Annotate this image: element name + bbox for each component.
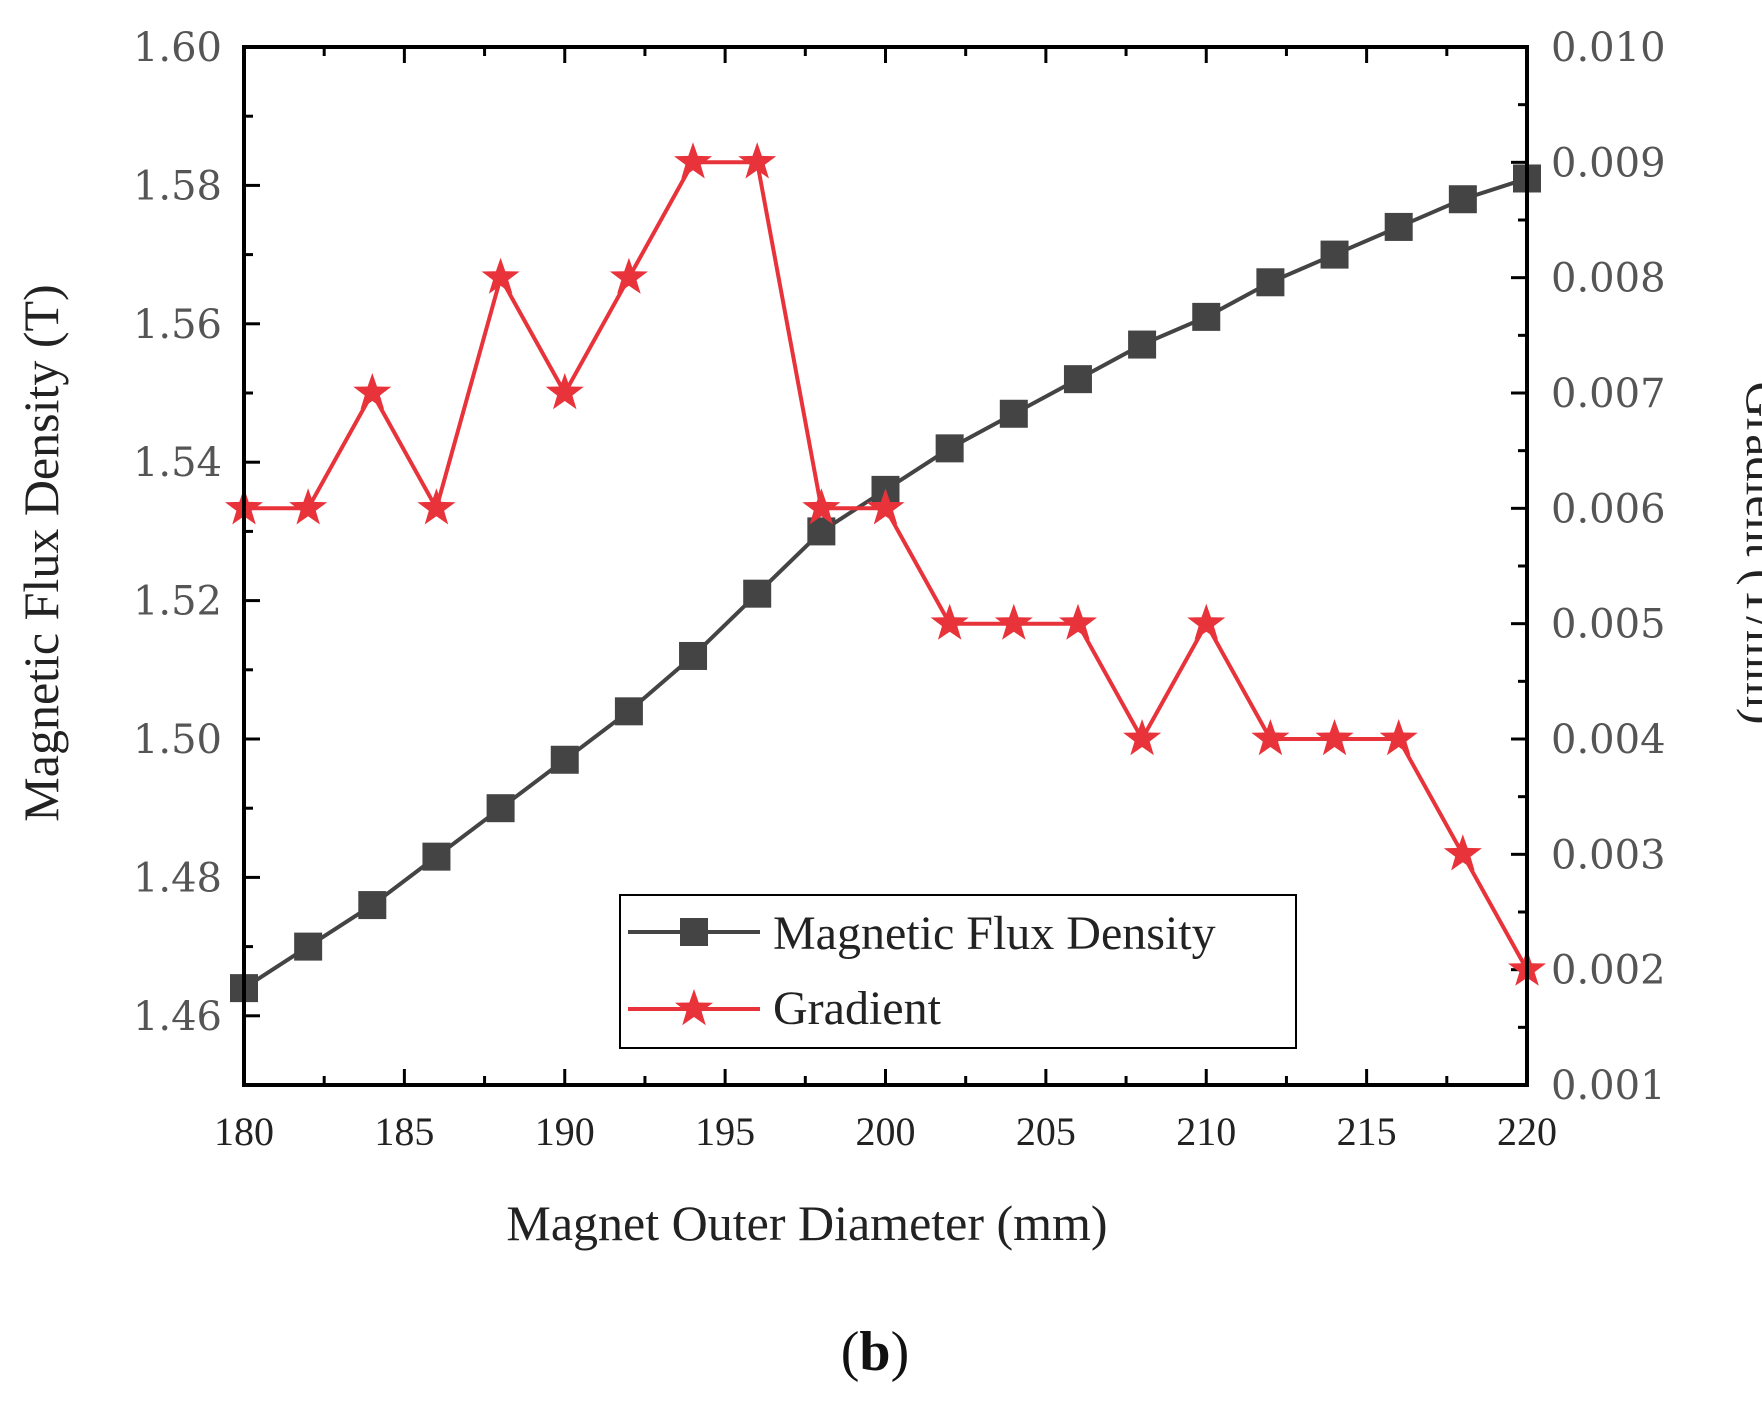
legend-marker-star [675,989,713,1026]
y-left-tick-label: 1.46 [133,994,222,1040]
y-right-tick-label: 0.002 [1551,948,1666,994]
series-layer [225,142,1546,1003]
y-right-tick-label: 0.007 [1551,371,1666,417]
y-right-tick-label: 0.010 [1551,25,1666,71]
data-point-star [481,257,520,294]
data-point-star [1379,719,1418,756]
data-point-square [1128,330,1157,359]
data-point-star [609,257,648,294]
data-point-square [1063,365,1092,394]
data-point-star [994,603,1033,640]
data-point-star [674,142,713,179]
legend-label-flux: Magnetic Flux Density [773,907,1216,960]
x-tick-label: 185 [374,1109,434,1154]
data-point-star [1187,603,1226,640]
x-tick-label: 190 [535,1109,595,1154]
y-left-tick-label: 1.50 [133,717,222,763]
y-left-tick-label: 1.54 [133,440,222,486]
data-point-square [486,794,515,823]
legend: Magnetic Flux Density Gradient [619,894,1297,1049]
y-right-tick-label: 0.006 [1551,486,1666,532]
x-tick-label: 195 [695,1109,755,1154]
y-left-tick-label: 1.60 [133,25,222,71]
data-point-square [935,434,964,463]
y-right-tick-label: 0.004 [1551,717,1666,763]
caption-letter: b [859,1321,890,1383]
y-left-tick-label: 1.48 [133,855,222,901]
data-point-square [614,697,643,726]
y-left-tick-label: 1.56 [133,302,222,348]
data-point-square [1320,240,1349,269]
y-left-tick-label: 1.52 [133,579,222,625]
data-point-star [738,142,777,179]
data-point-square [358,891,387,920]
data-point-square [679,641,708,670]
y-right-axis-title: Gradient (T/mm) [1736,382,1762,725]
data-point-square [999,399,1028,428]
y-left-tick-label: 1.58 [133,163,222,209]
x-tick-label: 180 [214,1109,274,1154]
tick-labels: 180 185 190 195 200 205 210 215 220 1.46 1.48 1.50 1… [133,25,1666,1154]
legend-box [619,894,1297,1049]
x-tick-label: 210 [1176,1109,1236,1154]
data-point-star [802,488,841,525]
data-point-star [930,603,969,640]
data-point-square [550,745,579,774]
y-right-tick-label: 0.003 [1551,832,1666,878]
y-right-tick-label: 0.001 [1551,1063,1666,1109]
data-point-square [1192,302,1221,331]
y-right-tick-label: 0.009 [1551,140,1666,186]
data-point-square [294,932,323,961]
data-point-star [1315,719,1354,756]
y-right-tick-label: 0.008 [1551,256,1666,302]
legend-item-flux: Magnetic Flux Density [628,907,1216,960]
data-point-star [289,488,328,525]
data-point-star [866,488,905,525]
data-point-star [545,373,584,410]
x-tick-label: 215 [1337,1109,1397,1154]
data-point-square [1384,212,1413,241]
data-point-star [417,488,456,525]
series-gradient [225,142,1546,986]
y-left-axis-title: Magnetic Flux Density (T) [13,284,69,821]
x-tick-label: 200 [856,1109,916,1154]
data-point-star [1058,603,1097,640]
legend-marker-square [680,918,708,946]
x-axis-title: Magnet Outer Diameter (mm) [506,1195,1107,1251]
data-point-star [353,373,392,410]
data-point-square [422,842,451,871]
caption-open: ( [841,1321,860,1383]
data-point-square [1448,185,1477,214]
legend-item-gradient: Gradient [628,982,942,1035]
figure-caption: (b) [841,1321,909,1383]
x-tick-label: 205 [1016,1109,1076,1154]
x-tick-label: 220 [1497,1109,1557,1154]
caption-close: ) [891,1321,910,1383]
data-point-star [1443,834,1482,871]
data-point-star [1123,719,1162,756]
data-point-star [1251,719,1290,756]
series-flux-density [230,164,1541,1003]
y-right-tick-label: 0.005 [1551,602,1666,648]
data-point-square [1256,268,1285,297]
plot-frame [242,45,1529,1087]
data-point-square [743,579,772,608]
legend-label-gradient: Gradient [773,982,942,1035]
